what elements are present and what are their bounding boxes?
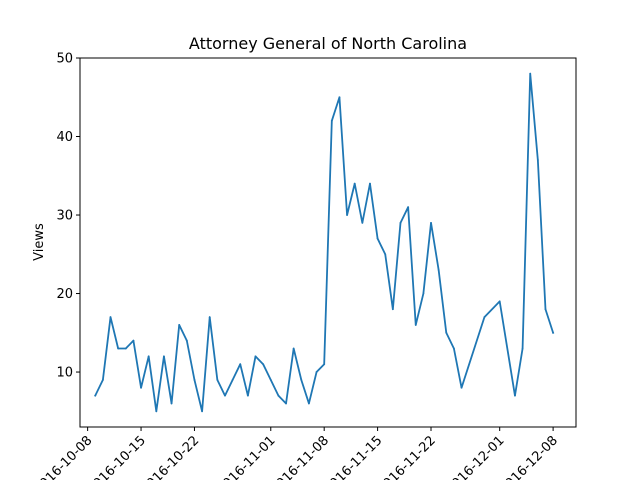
x-tick-label: 2016-11-15 <box>321 433 385 480</box>
data-point <box>155 410 158 413</box>
x-tick-label: 2016-12-08 <box>497 433 561 480</box>
data-point <box>453 347 455 350</box>
data-point <box>124 347 127 350</box>
y-tick-label: 40 <box>56 130 73 145</box>
data-point <box>544 308 547 311</box>
data-point <box>254 355 257 358</box>
axis-ticks: 10 20 30 40 50 2016-10-082016-10-152016-10-22… <box>31 52 561 484</box>
series-line <box>94 72 555 413</box>
data-point <box>407 206 410 209</box>
x-tick-label: 2016-12-01 <box>443 433 507 480</box>
data-point <box>246 394 249 397</box>
series-layer <box>94 72 555 413</box>
data-point <box>437 269 440 271</box>
data-point <box>483 316 486 318</box>
data-point <box>101 378 104 381</box>
data-point <box>109 316 112 318</box>
data-point <box>231 378 234 381</box>
data-point <box>170 402 173 405</box>
data-point <box>330 119 333 122</box>
data-point <box>376 237 379 240</box>
data-point <box>498 300 501 303</box>
data-point <box>201 410 203 413</box>
data-point <box>94 394 97 397</box>
data-point <box>536 159 539 161</box>
data-point <box>422 292 425 295</box>
x-tick-label: 2016-10-22 <box>138 433 202 480</box>
data-point <box>163 355 165 358</box>
x-tick-label: 2016-10-08 <box>31 433 95 480</box>
y-tick-label: 50 <box>56 52 73 67</box>
data-point <box>277 394 280 397</box>
data-point <box>208 316 211 318</box>
data-point <box>399 221 402 224</box>
data-point <box>308 402 310 405</box>
data-point <box>353 182 356 185</box>
y-tick-label: 20 <box>56 287 73 302</box>
data-point <box>391 308 394 311</box>
data-point <box>529 72 532 75</box>
plot-frame <box>79 57 577 428</box>
data-point <box>285 402 287 405</box>
data-point <box>346 214 348 216</box>
data-point <box>430 221 432 224</box>
data-point <box>147 355 150 358</box>
data-point <box>269 378 272 381</box>
data-point <box>460 386 463 389</box>
data-point <box>315 371 318 373</box>
chart-title: Attorney General of North Carolina <box>189 34 467 53</box>
data-point <box>239 363 242 366</box>
data-point <box>300 378 303 381</box>
data-point <box>369 182 371 185</box>
data-point <box>292 347 295 350</box>
data-point <box>514 394 516 397</box>
y-tick-label: 30 <box>56 209 73 224</box>
data-point <box>262 363 265 366</box>
data-point <box>178 324 181 326</box>
data-point <box>185 339 188 342</box>
data-point <box>193 378 196 381</box>
y-tick-label: 10 <box>56 366 73 381</box>
data-point <box>414 324 417 326</box>
x-tick-label: 2016-10-15 <box>85 433 149 480</box>
data-point <box>132 339 135 342</box>
x-tick-label: 2016-11-08 <box>268 433 332 480</box>
data-point <box>338 96 341 99</box>
data-point <box>521 347 524 350</box>
x-tick-label: 2016-11-01 <box>215 433 279 480</box>
data-point <box>140 386 142 389</box>
data-point <box>323 363 326 366</box>
data-point <box>224 394 226 397</box>
data-point <box>216 378 219 381</box>
data-point <box>552 331 555 334</box>
data-point <box>445 331 448 334</box>
data-point <box>361 221 364 224</box>
data-point <box>384 253 387 256</box>
data-point <box>117 347 120 350</box>
y-axis-label: Views <box>32 223 47 261</box>
x-tick-label: 2016-11-22 <box>375 433 439 480</box>
